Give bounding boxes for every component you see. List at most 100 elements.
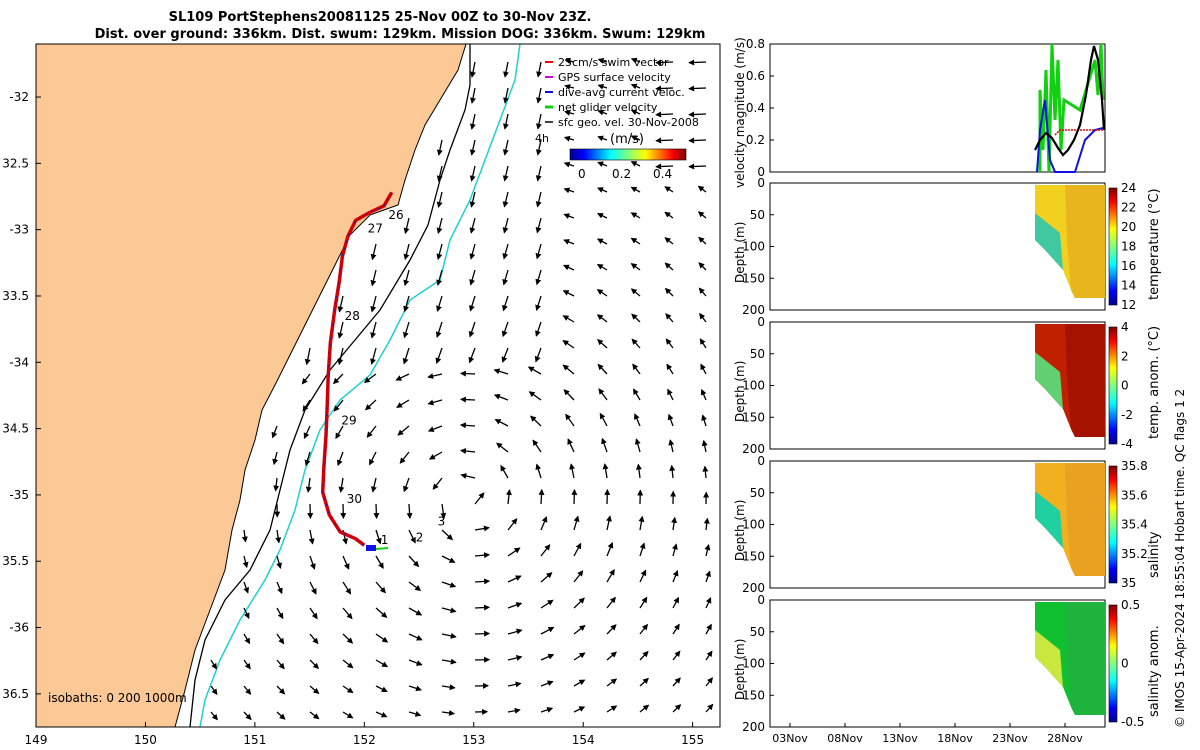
velocity-y-tick-label: 0.4 bbox=[746, 101, 765, 115]
velocity-arrow bbox=[565, 413, 575, 427]
section-y-tick-label: 100 bbox=[742, 379, 765, 393]
velocity-y-tick-label: 0.6 bbox=[746, 69, 765, 83]
velocity-arrow bbox=[639, 542, 646, 557]
velocity-arrow bbox=[700, 363, 707, 375]
velocity-arrow bbox=[705, 703, 714, 713]
velocity-arrow bbox=[672, 704, 682, 713]
velocity-arrow bbox=[596, 289, 608, 297]
section-y-tick-label: 200 bbox=[742, 442, 765, 456]
day-label: 30 bbox=[347, 492, 362, 506]
velocity-arrow bbox=[630, 186, 641, 193]
map-x-tick-label: 153 bbox=[462, 733, 485, 747]
velocity-arrow bbox=[363, 373, 377, 383]
section-y-tick-label: 0 bbox=[757, 454, 765, 468]
velocity-arrow bbox=[639, 650, 649, 661]
velocity-arrow bbox=[469, 113, 476, 130]
map-y-tick-label: 33.5 bbox=[2, 289, 29, 303]
velocity-arrow bbox=[606, 541, 614, 557]
velocity-arrow bbox=[342, 581, 352, 595]
map-y-ticks: -32 32.5 -33 33.5 -34 34.5 -35 35.5 -36 36.5 bbox=[2, 90, 41, 701]
velocity-arrow bbox=[597, 187, 608, 193]
velocity-arrow bbox=[596, 238, 608, 245]
velocity-arrow bbox=[441, 607, 457, 614]
velocity-arrow bbox=[435, 347, 443, 365]
velocity-arrow bbox=[563, 135, 575, 142]
velocity-arrow bbox=[527, 366, 542, 375]
velocity-arrow bbox=[569, 463, 576, 479]
velocity-arrow bbox=[638, 515, 645, 531]
velocity-arrow bbox=[563, 389, 575, 401]
colorbar-tick-0: 0 bbox=[578, 167, 586, 181]
isobath-label: isobaths: 0 200 1000m bbox=[48, 691, 187, 705]
section-ylabel: Depth (m) bbox=[733, 222, 747, 283]
velocity-arrow bbox=[573, 515, 580, 531]
velocity-arrow bbox=[305, 477, 312, 493]
velocity-arrow bbox=[440, 503, 447, 519]
map-legend: 25cm/s swim vector GPS surface velocity … bbox=[535, 56, 699, 181]
velocity-arrow bbox=[408, 685, 422, 692]
map-x-tick-label: 152 bbox=[353, 733, 376, 747]
legend-swim-vector-label: 25cm/s swim vector bbox=[558, 56, 669, 69]
velocity-arrow bbox=[534, 347, 542, 363]
legend-dive-avg-label: dive-avg current veloc. bbox=[558, 86, 685, 99]
velocity-arrow bbox=[502, 217, 509, 234]
velocity-arrow bbox=[573, 652, 586, 661]
section-colorbar-label: salinity anom. bbox=[1147, 625, 1162, 717]
velocity-arrow bbox=[474, 552, 490, 559]
velocity-arrow bbox=[441, 658, 457, 665]
velocity-arrow bbox=[705, 623, 712, 635]
velocity-arrow bbox=[500, 464, 509, 479]
velocity-y-tick-label: 0.8 bbox=[746, 37, 765, 51]
velocity-arrow bbox=[243, 711, 252, 721]
duration-label: 4h bbox=[535, 132, 549, 145]
map-x-ticks: 149 150 151 152 153 154 155 bbox=[25, 722, 704, 747]
velocity-arrow bbox=[375, 659, 389, 668]
velocity-arrow bbox=[571, 488, 578, 505]
velocity-arrow bbox=[633, 388, 641, 401]
velocity-arrow bbox=[702, 465, 709, 479]
velocity-arrow bbox=[632, 363, 641, 375]
velocity-arrow bbox=[375, 633, 389, 643]
colorbar-tick-1: 0.2 bbox=[612, 167, 631, 181]
velocity-arrow bbox=[502, 269, 509, 286]
velocity-arrow bbox=[665, 313, 674, 323]
velocity-arrow bbox=[403, 243, 410, 261]
legend-geo-velocity-label: sfc geo. vel. 30-Nov-2008 bbox=[558, 116, 699, 129]
velocity-arrow bbox=[459, 422, 476, 429]
track-end-net-velocity bbox=[375, 547, 389, 550]
velocity-arrow bbox=[403, 269, 410, 287]
velocity-arrow bbox=[441, 529, 454, 541]
section-y-tick-label: 200 bbox=[742, 720, 765, 734]
map-y-tick-label: 35.5 bbox=[2, 554, 29, 568]
velocity-arrow bbox=[672, 596, 680, 609]
velocity-arrow bbox=[309, 633, 319, 645]
velocity-arrow bbox=[688, 59, 707, 66]
legend-geo-velocity: sfc geo. vel. 30-Nov-2008 bbox=[545, 116, 699, 129]
velocity-arrow bbox=[630, 288, 641, 297]
velocity-arrow bbox=[501, 321, 509, 338]
velocity-arrow bbox=[699, 338, 707, 349]
velocity-arrow bbox=[375, 607, 388, 618]
section-y-tick-label: 50 bbox=[750, 347, 765, 361]
velocity-arrow bbox=[639, 704, 650, 713]
section-x-tick-label: 18Nov bbox=[937, 732, 973, 745]
velocity-arrow bbox=[597, 58, 608, 64]
velocity-arrow bbox=[562, 364, 575, 375]
velocity-arrow bbox=[503, 61, 509, 78]
colorbar-tick-2: 0.4 bbox=[653, 167, 672, 181]
velocity-arrow bbox=[602, 463, 609, 479]
section-panel-2: 0 50 100 150 200 Depth (m) 4 2 0 -2 -4 temp. anom. … bbox=[733, 315, 1162, 456]
velocity-arrow bbox=[459, 370, 476, 377]
velocity-arrow bbox=[567, 438, 575, 453]
velocity-arrow bbox=[634, 438, 641, 453]
velocity-arrow bbox=[630, 57, 641, 64]
velocity-arrow bbox=[688, 85, 707, 92]
section-colorbar-tick: 22 bbox=[1121, 201, 1136, 215]
velocity-arrow bbox=[276, 555, 282, 569]
velocity-arrow bbox=[540, 544, 551, 557]
velocity-arrow bbox=[459, 396, 476, 403]
velocity-arrow bbox=[408, 633, 423, 641]
section-colorbar-tick: 0.5 bbox=[1121, 598, 1140, 612]
velocity-arrow bbox=[436, 165, 443, 182]
section-data-edge bbox=[1035, 630, 1063, 687]
